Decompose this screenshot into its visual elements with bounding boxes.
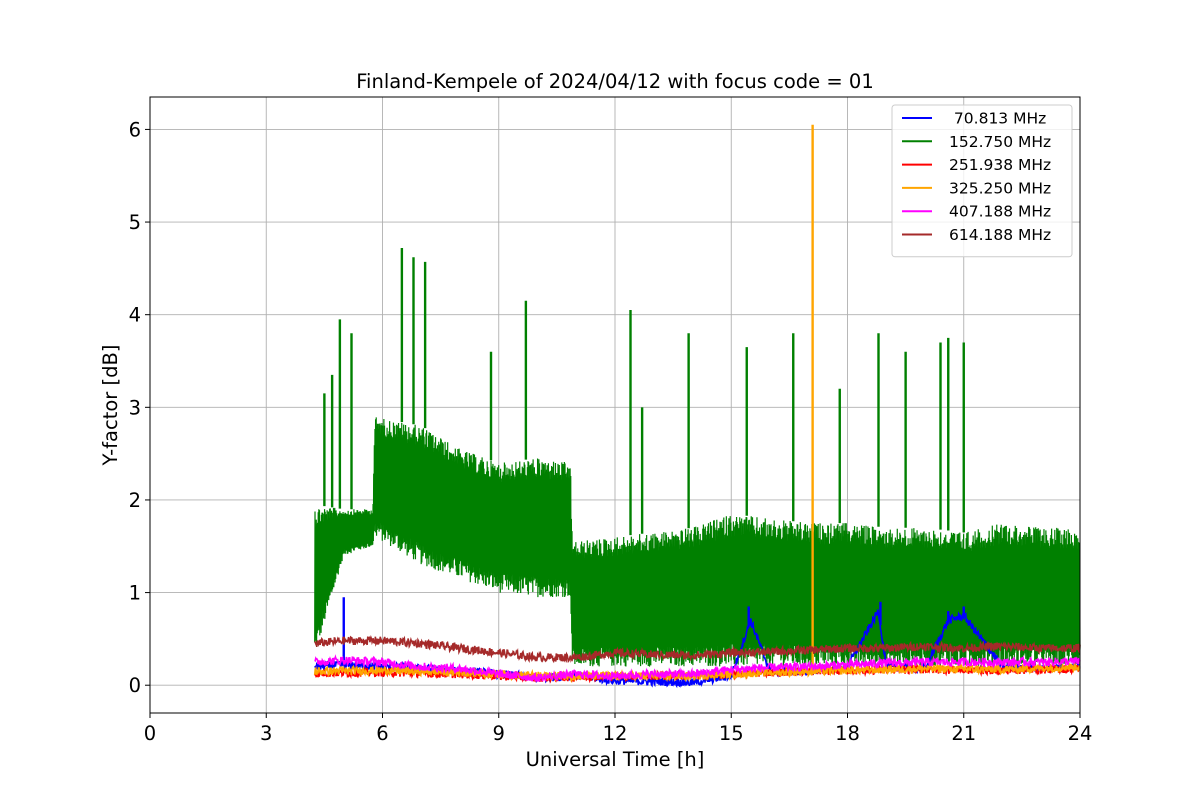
y-tick-label: 5	[129, 211, 141, 234]
series-line	[314, 634, 1081, 664]
series-5	[314, 634, 1081, 664]
legend-label: 325.250 MHz	[949, 179, 1051, 197]
x-axis: 0 3 6 9 12 15 18 21 24	[144, 713, 1093, 745]
legend: 70.813 MHz 152.750 MHz 251.938 MHz 325.250 …	[891, 104, 1073, 258]
series-4	[314, 654, 1081, 682]
x-tick-label: 15	[719, 722, 744, 745]
x-tick-label: 9	[493, 722, 505, 745]
series-line	[314, 654, 1081, 682]
x-axis-label: Universal Time [h]	[526, 748, 705, 771]
legend-label: 152.750 MHz	[949, 133, 1051, 151]
legend-label: 251.938 MHz	[949, 156, 1051, 174]
y-tick-label: 0	[129, 674, 141, 697]
y-tick-label: 1	[129, 582, 141, 605]
y-tick-label: 4	[129, 304, 141, 327]
y-axis: 0 1 2 3 4 5 6	[129, 118, 150, 697]
x-tick-label: 21	[951, 722, 976, 745]
x-tick-label: 6	[376, 722, 388, 745]
y-tick-label: 6	[129, 118, 141, 141]
plot-area	[313, 124, 1081, 689]
legend-label: 614.188 MHz	[949, 226, 1051, 244]
x-tick-label: 24	[1068, 722, 1093, 745]
x-tick-label: 0	[144, 722, 156, 745]
grid	[149, 97, 1081, 713]
x-tick-label: 3	[260, 722, 272, 745]
series-1	[314, 247, 1081, 667]
y-axis-label: Y-factor [dB]	[99, 345, 122, 467]
chart-title: Finland-Kempele of 2024/04/12 with focus…	[356, 70, 873, 93]
x-tick-label: 12	[603, 722, 628, 745]
y-tick-label: 3	[129, 396, 141, 419]
legend-box	[891, 104, 1073, 258]
legend-label: 70.813 MHz	[949, 110, 1046, 128]
series-line	[314, 417, 1081, 667]
y-tick-label: 2	[129, 489, 141, 512]
x-tick-label: 18	[835, 722, 860, 745]
legend-label: 407.188 MHz	[949, 203, 1051, 221]
